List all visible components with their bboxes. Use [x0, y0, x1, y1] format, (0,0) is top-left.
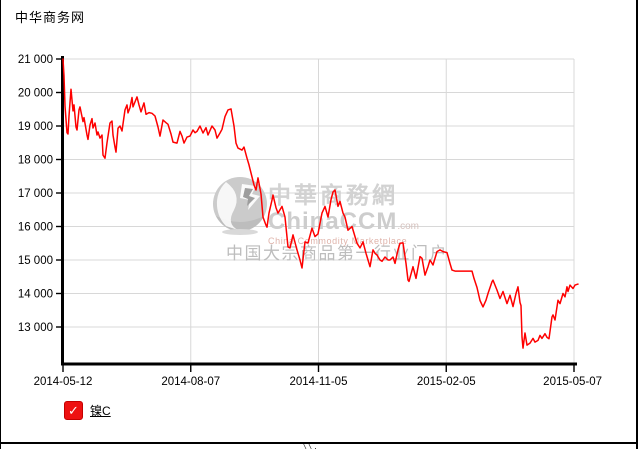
watermark-text: 中華商務網 ChinaCCM.com China Commodity Marke… [268, 176, 419, 246]
watermark-brand-suffix: .com [397, 221, 419, 232]
y-tick-label: 14 000 [18, 289, 53, 301]
y-tick-label: 15 000 [18, 255, 53, 267]
y-tick-label: 17 000 [18, 188, 53, 200]
checkmark-icon: ✓ [68, 403, 79, 418]
x-tick-label: 2014-08-07 [161, 376, 220, 388]
globe-icon [213, 177, 267, 235]
series-visibility-checkbox[interactable]: ✓ [64, 401, 83, 420]
y-tick-label: 20 000 [18, 88, 53, 100]
y-tick-label: 21 000 [18, 54, 53, 66]
y-tick-label: 13 000 [18, 322, 53, 334]
price-line-镍C [62, 58, 579, 349]
site-name: 中华商务网 [15, 10, 86, 25]
series-legend-label[interactable]: 镍C [90, 404, 111, 418]
x-tick-label: 2015-05-07 [543, 376, 602, 388]
y-tick-label: 19 000 [18, 121, 53, 133]
y-tick-label: 16 000 [18, 222, 53, 234]
y-axis-ticks: 21 000 20 000 19 000 18 000 17 000 16 000 15 0… [18, 54, 62, 334]
watermark: 中華商務網 ChinaCCM.com China Commodity Marke… [212, 170, 419, 246]
x-tick-label: 2014-11-05 [290, 376, 348, 388]
x-axis-ticks: 2014-05-12 2014-08-07 2014-11-05 2015-02-05… [34, 365, 602, 388]
legend: ✓ 镍C [64, 401, 111, 420]
x-tick-label: 2015-02-05 [417, 376, 476, 388]
widget-right-border [636, 0, 638, 449]
watermark-brand: ChinaCCM [268, 208, 398, 235]
gridlines [63, 58, 575, 364]
x-tick-label: 2014-05-12 [34, 376, 93, 388]
footer-marks: \\. [303, 443, 319, 449]
widget-left-border [0, 0, 1, 449]
watermark-en-subtitle: China Commodity Marketplace [268, 236, 408, 246]
widget-bottom-border [0, 442, 638, 444]
y-tick-label: 18 000 [18, 155, 53, 167]
axes [61, 56, 577, 366]
